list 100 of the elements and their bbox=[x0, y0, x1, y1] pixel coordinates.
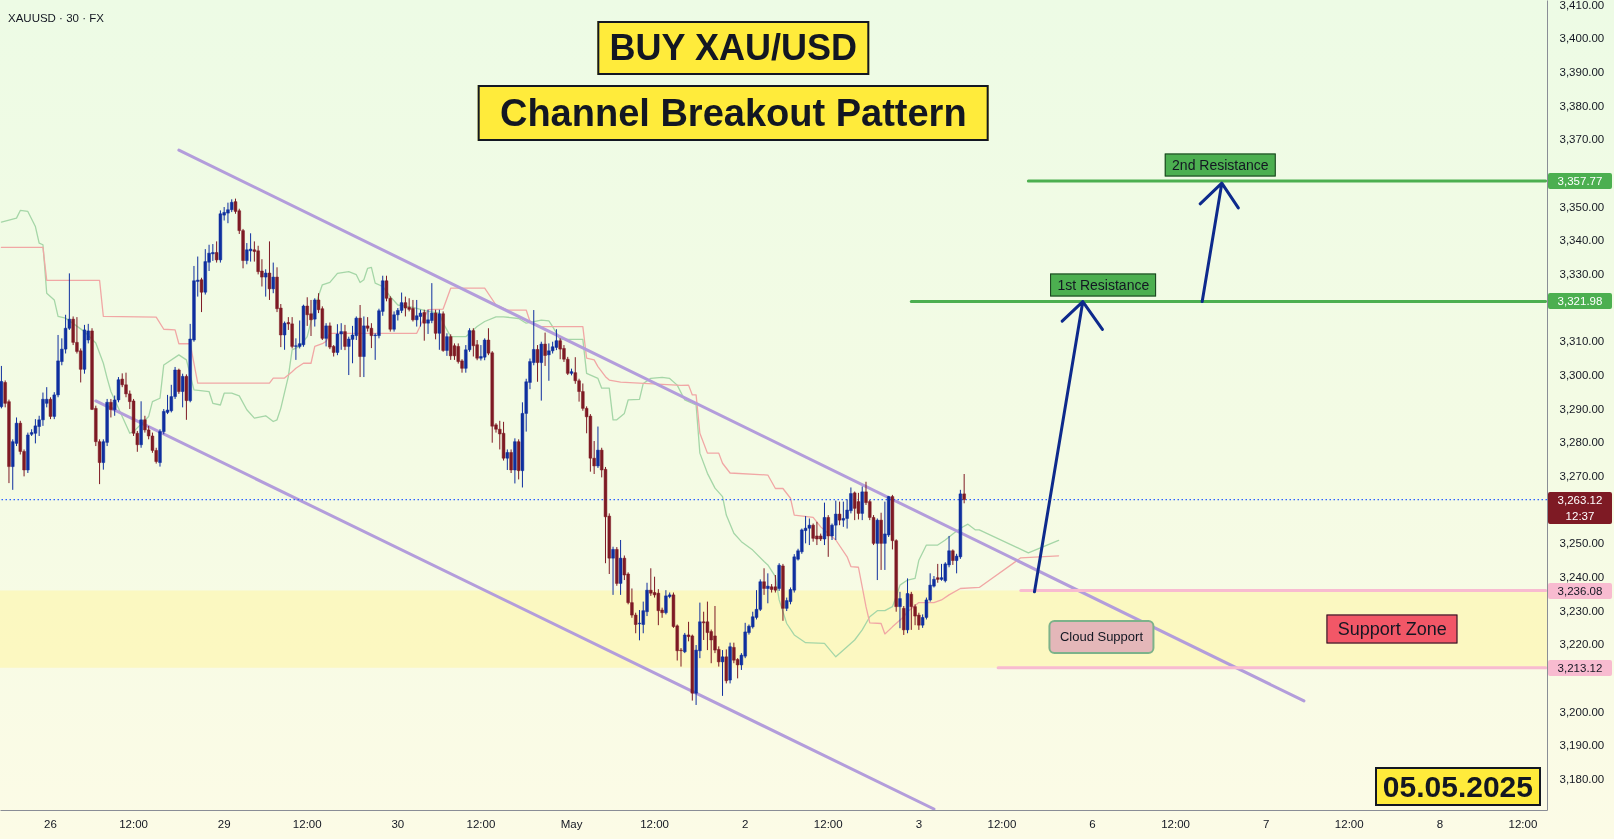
y-tick-label: 3,310.00 bbox=[1559, 335, 1605, 348]
data-label: 3,236.08 bbox=[1548, 582, 1612, 599]
candlestick bbox=[762, 567, 766, 596]
candlestick bbox=[294, 337, 298, 361]
x-tick-label: 2 bbox=[741, 817, 749, 830]
annotation: Cloud Support bbox=[1048, 620, 1155, 655]
x-tick-label: 12:00 bbox=[1161, 817, 1190, 830]
data-label: 3,213.12 bbox=[1548, 659, 1612, 676]
candlestick bbox=[290, 316, 294, 349]
candlestick bbox=[701, 611, 706, 641]
candlestick bbox=[271, 262, 275, 294]
annotation: XAUUSD · 30 · FX bbox=[8, 11, 104, 25]
x-tick-label: 12:00 bbox=[1334, 817, 1364, 830]
candlestick bbox=[267, 240, 272, 301]
candlestick bbox=[226, 202, 230, 224]
y-tick-label: 3,220.00 bbox=[1559, 638, 1605, 651]
x-tick-label: 3 bbox=[915, 817, 923, 830]
y-tick-label: 3,200.00 bbox=[1559, 705, 1605, 718]
x-tick-label: 12:00 bbox=[292, 817, 322, 830]
y-tick-label: 3,370.00 bbox=[1559, 133, 1605, 146]
x-tick-label: 12:00 bbox=[466, 817, 496, 830]
data-label: 3,321.98 bbox=[1548, 293, 1612, 310]
candlestick bbox=[637, 609, 642, 641]
y-tick-label: 3,330.00 bbox=[1559, 267, 1605, 280]
candlestick bbox=[505, 448, 509, 471]
candlestick bbox=[339, 322, 343, 351]
candlestick bbox=[313, 297, 317, 328]
candlestick bbox=[264, 268, 268, 298]
candlestick bbox=[547, 342, 551, 382]
y-tick-label: 3,400.00 bbox=[1559, 32, 1605, 45]
candlestick bbox=[720, 649, 725, 697]
candlestick bbox=[48, 396, 53, 420]
candlestick bbox=[664, 589, 668, 615]
y-tick-label: 3,180.00 bbox=[1559, 772, 1605, 785]
y-tick-label: 3,300.00 bbox=[1559, 368, 1605, 381]
series-label: 1st Resistance bbox=[1050, 273, 1157, 297]
y-tick-label: 3,270.00 bbox=[1559, 469, 1605, 482]
y-tick-label: 3,250.00 bbox=[1559, 537, 1605, 550]
y-tick-label: 3,280.00 bbox=[1559, 436, 1605, 449]
candlestick bbox=[543, 332, 547, 367]
candlestick bbox=[962, 473, 966, 504]
candlestick bbox=[343, 324, 347, 351]
candlestick bbox=[777, 562, 781, 592]
candlestick bbox=[509, 448, 513, 474]
x-tick-label: 8 bbox=[1436, 817, 1444, 830]
candlestick bbox=[853, 491, 857, 521]
candlestick bbox=[611, 546, 615, 596]
candlestick bbox=[856, 492, 861, 520]
x-tick-label: 12:00 bbox=[987, 817, 1017, 830]
x-tick-label: 30 bbox=[391, 817, 405, 830]
x-tick-label: 12:00 bbox=[640, 817, 669, 830]
candlestick bbox=[248, 232, 253, 263]
x-tick-label: 29 bbox=[217, 817, 231, 830]
candlestick bbox=[902, 605, 906, 636]
y-tick-label: 3,190.00 bbox=[1559, 739, 1605, 752]
candlestick bbox=[558, 337, 562, 360]
x-tick-label: 26 bbox=[44, 817, 57, 830]
candlestick bbox=[309, 299, 313, 337]
candlestick bbox=[683, 632, 687, 654]
y-tick-label: 3,230.00 bbox=[1559, 604, 1605, 617]
x-tick-label: 12:00 bbox=[1508, 817, 1538, 830]
candlestick bbox=[324, 322, 328, 347]
candlestick bbox=[807, 517, 812, 546]
candlestick bbox=[898, 591, 902, 629]
candlestick bbox=[411, 299, 415, 323]
candlestick bbox=[109, 398, 113, 418]
candlestick bbox=[180, 373, 185, 408]
y-tick-label: 3,390.00 bbox=[1559, 65, 1605, 78]
text: Channel Breakout Pattern bbox=[477, 85, 989, 141]
y-tick-label: 3,340.00 bbox=[1559, 234, 1605, 247]
candlestick bbox=[392, 310, 396, 333]
candlestick bbox=[815, 521, 819, 546]
y-tick-label: 3,240.00 bbox=[1559, 570, 1605, 583]
candlestick bbox=[909, 591, 913, 631]
y-tick-label: 3,380.00 bbox=[1559, 99, 1605, 112]
data-label: 3,357.77 bbox=[1548, 172, 1612, 189]
text: BUY XAU/USD bbox=[597, 21, 869, 75]
candlestick bbox=[535, 344, 540, 383]
candlestick bbox=[649, 567, 653, 597]
ref-line-label: 3,263.12 12:37 bbox=[1548, 491, 1612, 524]
candlestick bbox=[879, 512, 883, 571]
series-label: 2nd Resistance bbox=[1165, 153, 1276, 177]
candlestick bbox=[399, 292, 404, 314]
candlestick bbox=[596, 426, 600, 469]
candlestick bbox=[433, 309, 438, 340]
candlestick bbox=[766, 572, 770, 604]
candlestick bbox=[445, 332, 449, 357]
candlestick bbox=[177, 368, 181, 395]
x-tick-label: 12:00 bbox=[813, 817, 843, 830]
candlestick bbox=[834, 500, 838, 541]
y-tick-label: 3,350.00 bbox=[1559, 200, 1605, 213]
y-tick-label: 3,290.00 bbox=[1559, 402, 1605, 415]
x-tick-label: 6 bbox=[1089, 817, 1096, 830]
candlestick bbox=[837, 501, 842, 526]
candlestick bbox=[826, 514, 830, 558]
candlestick bbox=[199, 277, 204, 313]
candlestick bbox=[483, 337, 487, 361]
x-tick-label: 12:00 bbox=[119, 817, 148, 830]
candlestick bbox=[705, 601, 710, 651]
candlestick bbox=[811, 523, 815, 543]
